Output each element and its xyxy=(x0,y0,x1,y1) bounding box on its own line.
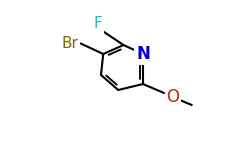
Text: O: O xyxy=(166,88,179,106)
Text: N: N xyxy=(136,45,150,63)
Text: F: F xyxy=(93,16,102,32)
Text: Br: Br xyxy=(61,36,78,51)
